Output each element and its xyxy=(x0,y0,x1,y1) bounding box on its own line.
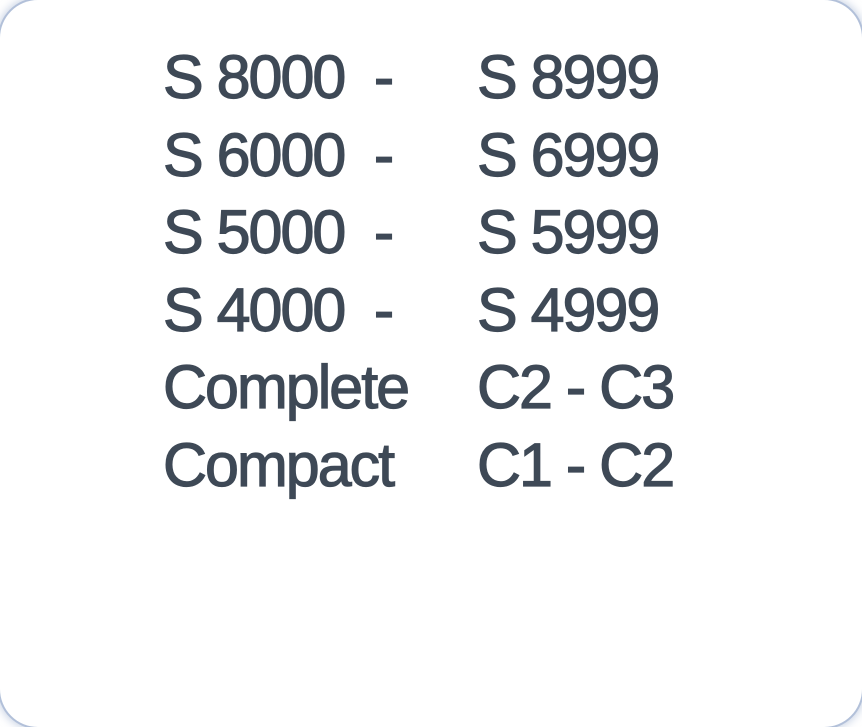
range-start-label: S 4000 xyxy=(162,275,347,344)
range-end-label: S 5999 xyxy=(476,198,661,267)
range-start-label: S 5000 xyxy=(162,198,347,267)
range-start-label: Complete xyxy=(162,353,410,422)
range-end-label: C2 - C3 xyxy=(476,353,675,422)
range-dash: - xyxy=(373,198,395,267)
range-table: S 8000 - S 8999 S 6000 - S 6999 S 5000 -… xyxy=(0,39,862,505)
range-dash: - xyxy=(373,42,395,111)
range-start-label: S 8000 xyxy=(162,42,347,111)
range-row: S 8000 - S 8999 xyxy=(0,39,862,117)
range-end-label: S 8999 xyxy=(476,42,661,111)
range-row: Compact C1 - C2 xyxy=(0,427,862,505)
range-row: S 5000 - S 5999 xyxy=(0,194,862,272)
range-end-label: S 4999 xyxy=(476,275,661,344)
range-row: S 6000 - S 6999 xyxy=(0,117,862,195)
range-end-label: S 6999 xyxy=(476,120,661,189)
range-start-label: S 6000 xyxy=(162,120,347,189)
range-dash: - xyxy=(373,120,395,189)
range-row: S 4000 - S 4999 xyxy=(0,272,862,350)
range-start-label: Compact xyxy=(162,430,395,499)
range-end-label: C1 - C2 xyxy=(476,430,675,499)
range-row: Complete C2 - C3 xyxy=(0,349,862,427)
range-dash: - xyxy=(373,275,395,344)
